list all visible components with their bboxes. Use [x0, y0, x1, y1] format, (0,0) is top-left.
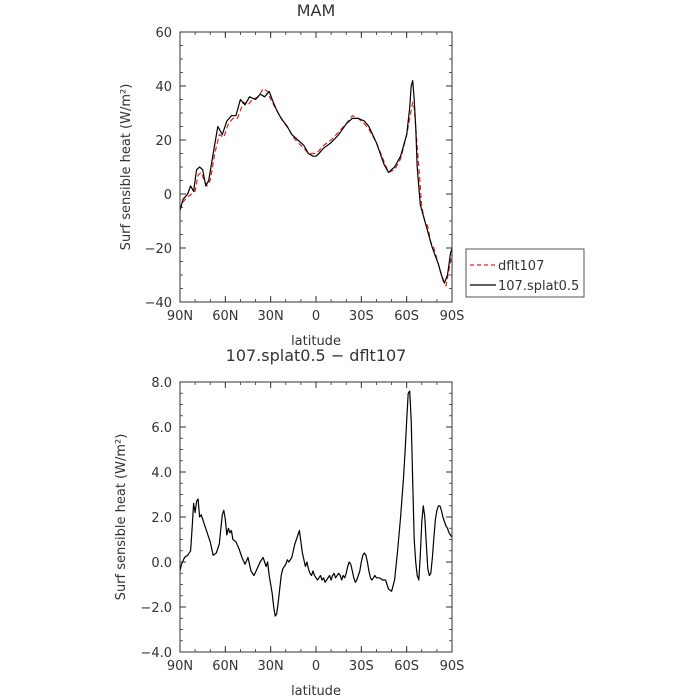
x-tick-label: 0 [312, 309, 320, 324]
x-tick-label: 60S [394, 659, 419, 674]
legend-box [465, 248, 585, 298]
top-chart-title: MAM [297, 1, 336, 20]
y-tick-label: 0 [164, 188, 172, 203]
y-tick-label: −20 [145, 242, 172, 257]
y-tick-label: −4.0 [140, 646, 172, 661]
bottom-chart-title: 107.splat0.5 − dflt107 [226, 346, 407, 365]
y-tick-label: 0.0 [151, 556, 172, 571]
x-tick-label: 0 [312, 659, 320, 674]
top-y-axis-label: Surf sensible heat (W/m²) [119, 84, 134, 251]
legend: dflt107 107.splat0.5 [465, 248, 585, 298]
x-tick-label: 30N [258, 309, 284, 324]
y-tick-label: 2.0 [151, 511, 172, 526]
x-tick-label: 30S [349, 309, 374, 324]
y-tick-label: −2.0 [140, 601, 172, 616]
top-x-axis-label: latitude [291, 334, 341, 349]
y-tick-label: 20 [155, 134, 172, 149]
y-tick-label: 60 [155, 26, 172, 41]
series-line-difference [179, 390, 453, 617]
x-tick-label: 60N [212, 659, 238, 674]
top-panel: MAM 90N 60N 30N 0 30S 60S 90S −40 −20 0 20 40 60 lat… [119, 1, 585, 349]
bottom-panel: 107.splat0.5 − dflt107 90N 60N 30N 0 30S 60S 9… [114, 346, 464, 699]
x-tick-label: 90N [167, 659, 193, 674]
y-tick-label: 40 [155, 80, 172, 95]
x-tick-label: 90N [167, 309, 193, 324]
x-tick-label: 60N [212, 309, 238, 324]
bottom-y-axis-label: Surf sensible heat (W/m²) [114, 434, 129, 601]
series-line-107-splat0-5 [179, 79, 453, 284]
x-tick-label: 90S [440, 659, 465, 674]
legend-label-splat: 107.splat0.5 [498, 279, 579, 294]
x-tick-label: 90S [440, 309, 465, 324]
x-tick-label: 60S [394, 309, 419, 324]
bottom-x-axis-label: latitude [291, 684, 341, 699]
x-tick-label: 30S [349, 659, 374, 674]
x-tick-label: 30N [258, 659, 284, 674]
y-tick-label: 6.0 [151, 421, 172, 436]
y-tick-label: −40 [145, 296, 172, 311]
y-tick-label: 4.0 [151, 466, 172, 481]
legend-label-dflt107: dflt107 [498, 259, 544, 274]
series-line-dflt107 [179, 88, 453, 287]
y-tick-label: 8.0 [151, 376, 172, 391]
top-plot-frame [179, 31, 453, 303]
